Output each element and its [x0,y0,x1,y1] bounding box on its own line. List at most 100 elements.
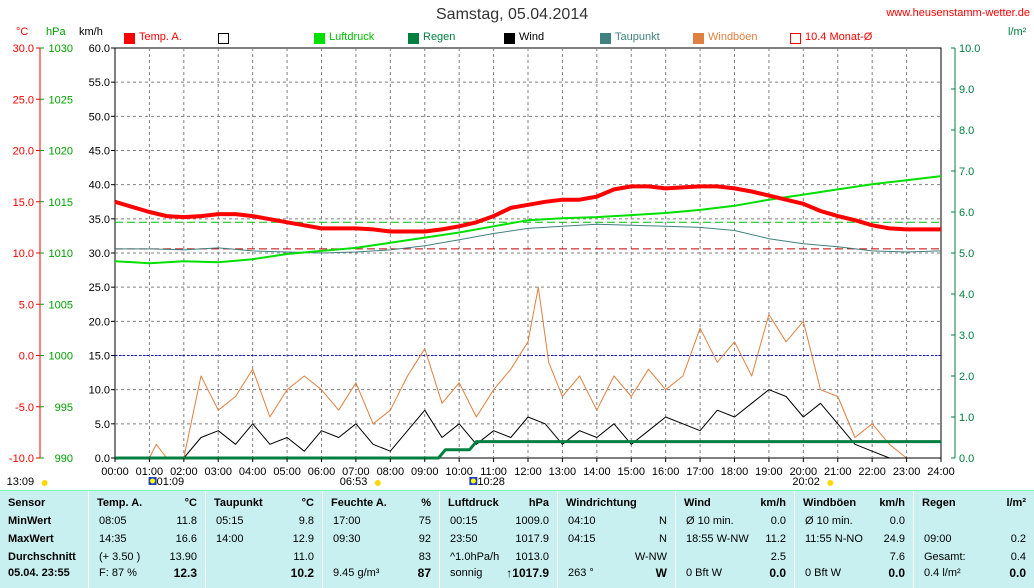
x-tick-label: 07:00 [342,466,370,478]
stats-cell: 9.8 [298,515,314,527]
pressure-tick-label: 1030 [49,43,73,55]
sun-icon [374,480,381,486]
chart-title: Samstag, 05.04.2014 [436,6,589,23]
rain-tick-label: 6.0 [959,207,974,219]
rain-tick-label: 2.0 [959,371,974,383]
weather-chart: 00:00 01:00 02:00 03:00 04:00 05:00 06:00 07:00… [9,43,980,486]
stats-col-press: Luftdruck hPa 00:15 1009.0 23:50 1017.9 ^1.0hP… [440,491,557,588]
legend-label: Luftdruck [329,31,375,43]
pressure-tick-label: 1025 [49,94,73,106]
temp-tick-label: 20.0 [13,146,34,158]
stats-col-wind: Wind km/h Ø 10 min. 0.0 18:55 W-NW 11.2 2.5 0 B… [676,491,794,588]
x-tick-label: 06:00 [308,466,336,478]
marker-label: 06:53 [339,476,368,488]
stats-cell: Luftdruck [448,497,499,509]
stats-cell: l/m² [1006,497,1026,509]
stats-col-dew: Taupunkt °C 05:15 9.8 14:00 12.9 11.0 10.2 [206,491,322,588]
x-tick-label: 14:00 [583,466,611,478]
stats-cell: 0.4 [1010,551,1026,563]
stats-cell: 08:05 [99,515,127,527]
legend-label: Windböen [708,31,758,43]
x-tick-label: 05:00 [273,466,301,478]
chart-grid [114,47,942,459]
stats-cell: Gesamt: [924,551,966,563]
stats-col-gust: Windböen km/h Ø 10 min. 0.0 11:55 N-NO 24.9 7.… [795,491,913,588]
pressure-tick-label: 995 [55,402,73,414]
stats-separator [439,491,440,588]
stats-cell: Wind [684,497,711,509]
stats-cell: Feuchte A. [331,497,387,509]
x-tick-label: 08:00 [377,466,405,478]
rain-tick-label: 8.0 [959,125,974,137]
stats-cell: MinWert [8,515,52,527]
legend-swatch [314,33,325,44]
stats-cell: 1013.0 [515,551,549,563]
wind-tick-label: 60.0 [89,43,110,55]
legend-label: Temp. A. [139,31,182,43]
pressure-tick-label: 990 [55,453,73,465]
series-regen [115,440,941,460]
stats-cell: 0.0 [888,566,905,580]
x-tick-label: 01:00 [136,466,164,478]
stats-cell: MaxWert [8,533,54,545]
temp-tick-label: 5.0 [19,299,34,311]
stats-cell: 9.45 g/m³ [333,567,380,579]
x-tick-label: 02:00 [170,466,198,478]
pressure-tick-label: 1020 [49,146,73,158]
stats-separator [205,491,206,588]
stats-cell: ^1.0hPa/h [450,551,500,563]
stats-separator [322,491,323,588]
stats-cell: 04:10 [568,515,596,527]
series-layer [114,175,942,460]
stats-cell: 0.0 [1009,566,1026,580]
moon-icon-glyph [150,478,156,484]
stats-col-humid: Feuchte A.% 17:00 75 09:30 92 83 9.45 g/m³ 87 [323,491,439,588]
stats-col-temp: Temp. A. °C 08:05 11.8 14:35 16.6 (+ 3.50 ) 13.… [89,491,205,588]
x-tick-label: 10:00 [445,466,473,478]
wind-tick-label: 55.0 [89,77,110,89]
stats-cell: 12.3 [173,566,197,580]
stats-col-dir: Windrichtung 04:10 N 04:15 N W-NW 263 ° W [558,491,675,588]
stats-cell: Ø 10 min. [805,515,853,527]
rain-tick-label: 7.0 [959,166,974,178]
stats-cell: W [655,566,667,580]
stats-cell: 1017.9 [515,533,549,545]
temp-tick-label: 25.0 [13,94,34,106]
wind-tick-label: 0.0 [95,453,110,465]
temp-tick-label: 0.0 [19,351,34,363]
marker-label: 01:09 [156,476,185,488]
stats-cell: km/h [760,497,786,509]
stats-cell: (+ 3.50 ) [99,551,141,563]
x-tick-label: 24:00 [927,466,955,478]
stats-cell: 11.0 [293,551,314,563]
stats-cell: Taupunkt [214,497,263,509]
stats-cell: 04:15 [568,533,596,545]
stats-cell: 14:35 [99,533,127,545]
stats-cell: W-NW [634,551,667,563]
rain-tick-label: 10.0 [959,43,980,55]
x-tick-label: 03:00 [204,466,232,478]
x-tick-label: 12:00 [514,466,542,478]
marker-label: 13:09 [6,476,35,488]
wind-tick-label: 45.0 [89,146,110,158]
legend-label: 10.4 Monat-Ø [805,31,873,43]
temp-tick-label: -5.0 [15,402,34,414]
stats-cell: Ø 10 min. [686,515,734,527]
stats-cell: Windrichtung [566,497,637,509]
temp-axis-unit: °C [16,26,29,38]
stats-cell: 7.6 [889,551,905,563]
website-label[interactable]: www.heusenstamm-wetter.de [886,7,1030,19]
stats-cell: 10.2 [290,566,314,580]
series-wind [115,389,941,459]
x-tick-label: 13:00 [549,466,577,478]
stats-cell: 05:15 [216,515,244,527]
wind-tick-label: 5.0 [95,419,110,431]
wind-tick-label: 35.0 [89,214,110,226]
stats-cell: 09:30 [333,533,361,545]
series-taupunkt [115,223,942,254]
stats-separator [913,491,914,588]
temp-tick-label: 15.0 [13,197,34,209]
stats-cell: 0.2 [1010,533,1026,545]
wind-tick-label: 50.0 [89,111,110,123]
series-windb-en [115,286,941,459]
